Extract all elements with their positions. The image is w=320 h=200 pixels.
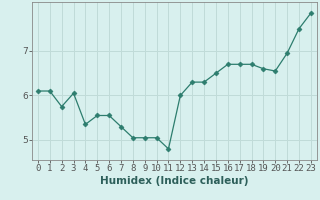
X-axis label: Humidex (Indice chaleur): Humidex (Indice chaleur) [100,176,249,186]
